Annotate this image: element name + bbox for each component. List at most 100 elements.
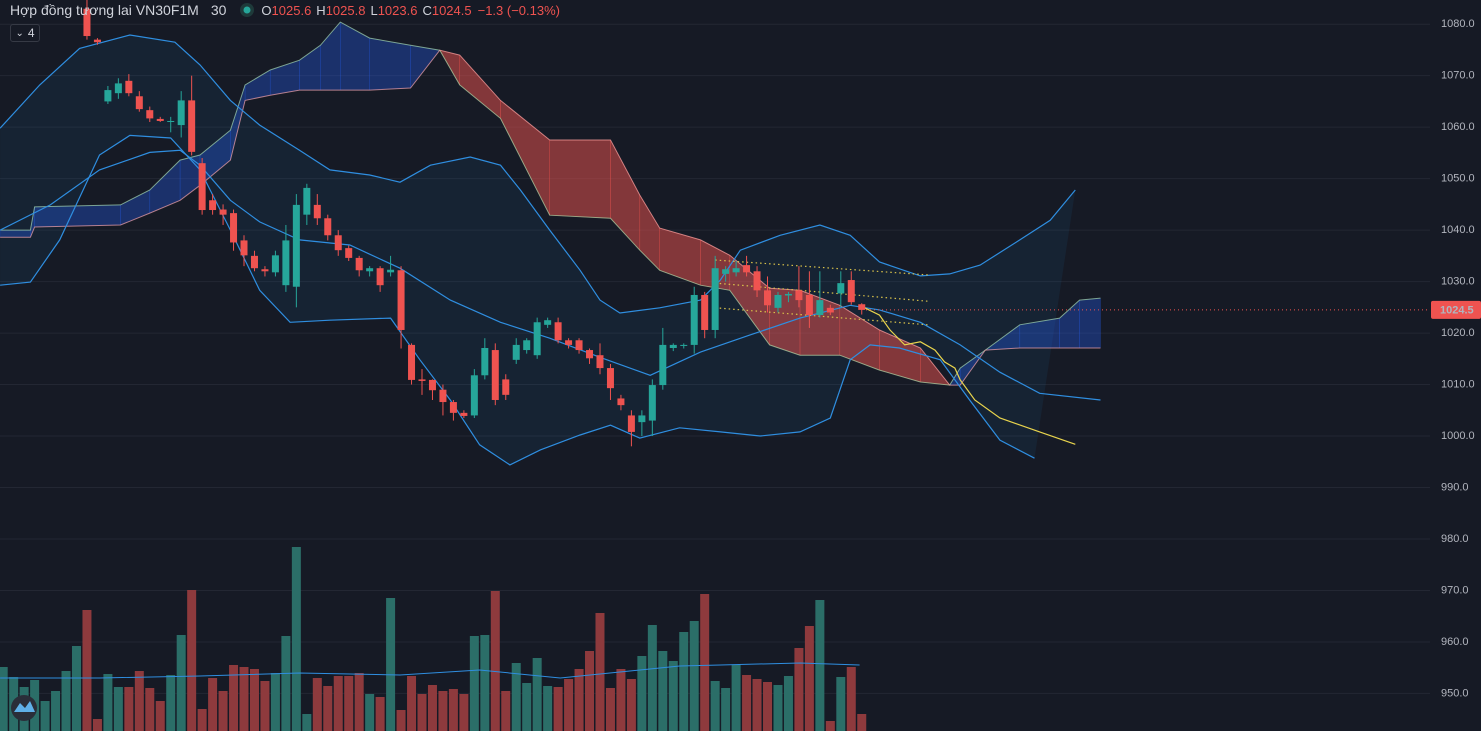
candle-body [83,8,91,37]
volume-bar [113,687,123,731]
interval[interactable]: 30 [210,2,227,18]
candle-body [523,340,531,351]
candle-body [554,322,562,341]
volume-bar [145,688,155,731]
volume-bar [626,679,636,731]
volume-bar [312,678,322,731]
volume-bar [281,636,291,731]
symbol[interactable]: Hợp đồng tương lai VN30F1M [10,2,199,18]
candle-body [722,269,730,274]
candle-body [428,379,436,391]
price-axis: 950.0 960.0 970.0 980.0 990.0 1000.0 1010.0 102… [866,18,1481,699]
volume-bar [480,635,490,731]
volume-bar [176,635,186,731]
candle-body [198,163,206,211]
volume-bar [574,669,584,731]
y-tick-label: 950.0 [1441,687,1469,699]
volume-bar [752,679,762,731]
volume-bar [825,721,835,731]
candle-body [397,270,405,330]
volume-bar [522,683,532,731]
candle-body [732,268,740,273]
volume-bar [40,701,50,731]
volume-bar [710,681,720,731]
candle-body [659,344,667,386]
volume-bar [365,694,375,731]
candle-body [795,290,803,301]
volume-ma [0,662,860,679]
volume-bar [407,676,417,731]
candle-body [586,350,594,359]
volume-bar [260,681,270,731]
volume-bar [386,598,396,731]
candle-body [753,271,761,291]
volume-bar [61,671,71,731]
cloud-segment [0,229,31,238]
candle-body [177,100,185,126]
volume-bar [637,656,647,731]
indicators-toggle[interactable]: ⌄ 4 [10,24,40,42]
volume-bar [595,613,605,731]
candle-body [837,283,845,294]
candle-body [387,269,395,273]
candle-body [376,268,384,286]
volume-bar [731,665,741,731]
span-a-line [0,21,1101,386]
y-tick-label: 1050.0 [1441,173,1475,185]
cloud-segment [549,139,611,219]
cloud-segment [1079,297,1101,349]
volume-bar [585,651,595,731]
logo [11,695,37,721]
candle-body [125,80,133,94]
candle-body [156,118,164,121]
volume-bar [490,591,500,731]
volume-bar [721,688,731,731]
candle-body [596,355,604,369]
candle-body [219,209,227,215]
candle-body [114,83,122,94]
volume-bar [647,625,657,731]
volume-bar [459,694,469,731]
volume-bar [396,710,406,731]
volume-bar [773,685,783,731]
candle-body [261,269,269,272]
y-tick-label: 970.0 [1441,584,1469,596]
candle-body [209,200,217,211]
volume-bar [427,685,437,731]
volume-bar [155,701,165,731]
y-tick-label: 1060.0 [1441,121,1475,133]
volume-bar [448,689,458,731]
volume-bar [794,648,804,731]
candle-body [313,204,321,219]
candle-body [135,96,143,110]
volume-bar [270,673,280,731]
candle-body [481,347,489,376]
candle-body [575,340,583,351]
open-value: 1025.6 [271,2,312,18]
volume-bar [689,621,699,731]
volume-bar [166,675,176,731]
close-label: C [422,2,432,18]
volume-bar [323,686,333,731]
candle-body [292,204,300,287]
candle-body [167,120,175,123]
volume-bar [134,671,144,731]
volume-bar [836,677,846,731]
candle-body [418,379,426,381]
bollinger-basis [0,149,1101,401]
candle-body [271,255,279,273]
y-tick-label: 1010.0 [1441,378,1475,390]
candle-body [617,398,625,406]
volume-bar [616,669,626,731]
last-price-label: 1024.5 [1440,304,1474,316]
candle-body [774,294,782,308]
volume-bar [51,691,61,731]
y-tick-label: 1080.0 [1441,18,1475,30]
candle-body [93,39,101,43]
volume-bar [208,678,218,731]
volume-bar [197,709,207,731]
y-tick-label: 980.0 [1441,533,1469,545]
